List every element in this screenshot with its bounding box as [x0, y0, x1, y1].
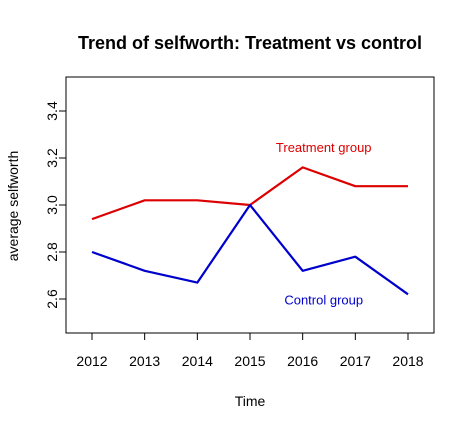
x-tick-label: 2016: [287, 353, 318, 369]
annotation-layer: Treatment group Control group: [276, 140, 372, 308]
y-axis: 2.6 2.8 3.0 3.2 3.4: [44, 101, 67, 309]
y-tick-label: 3.2: [44, 148, 60, 168]
x-tick-label: 2012: [76, 353, 107, 369]
y-tick-label: 3.0: [44, 195, 60, 215]
series-line-control-group: [91, 203, 409, 296]
y-axis-label: average selfworth: [5, 151, 21, 262]
x-tick-label: 2018: [392, 353, 423, 369]
y-tick-label: 2.8: [44, 242, 60, 262]
series-layer: [91, 166, 409, 296]
chart-title: Trend of selfworth: Treatment vs control: [78, 33, 422, 53]
y-tick-label: 2.6: [44, 289, 60, 309]
x-tick-label: 2015: [234, 353, 265, 369]
x-tick-label: 2014: [182, 353, 213, 369]
series-line-treatment-group: [91, 166, 408, 221]
x-axis-label: Time: [235, 393, 266, 409]
x-axis: 2012 2013 2014 2015 2016 2017 2018: [76, 332, 424, 369]
x-tick-label: 2017: [340, 353, 371, 369]
y-tick-label: 3.4: [44, 101, 60, 121]
annotation-label: Treatment group: [276, 140, 372, 155]
x-tick-label: 2013: [129, 353, 160, 369]
annotation-label: Control group: [284, 293, 363, 308]
